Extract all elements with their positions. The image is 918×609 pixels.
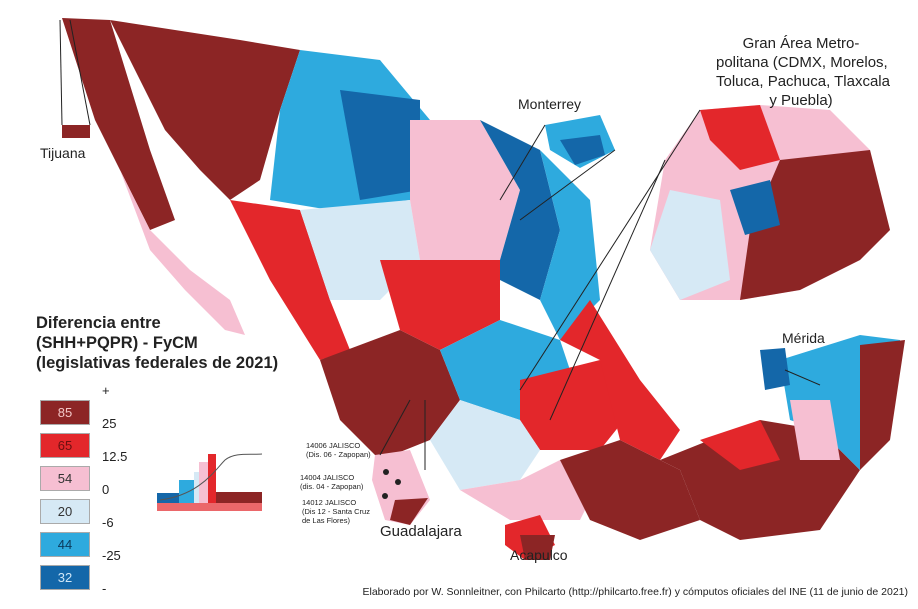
district-label-line: 14006 JALISCO (306, 441, 361, 450)
district-marker (382, 493, 388, 499)
region-baja-north (62, 18, 175, 230)
inset-leader-lines (59, 19, 821, 470)
region-tamaulipas (540, 150, 600, 340)
legend-histogram (157, 453, 263, 511)
region-oaxaca (560, 440, 700, 540)
legend-class-box: 54 (40, 466, 90, 491)
label-gam: Gran Área Metro- politana (CDMX, Morelos… (716, 34, 890, 110)
region-baja-south (120, 170, 245, 335)
inset-guadalajara-south (390, 498, 428, 525)
region-chihuahua-east (340, 90, 420, 200)
label-merida: Mérida (782, 330, 825, 346)
region-zacatecas (380, 260, 500, 350)
inset-gam-west (650, 190, 730, 300)
histogram-ticks (157, 503, 262, 511)
region-sonora (110, 20, 300, 200)
gam-line: Toluca, Pachuca, Tlaxcala (716, 73, 890, 90)
legend-class-box: 32 (40, 565, 90, 590)
histogram-bar (157, 493, 179, 503)
legend-class-box: 65 (40, 433, 90, 458)
region-nuevo-leon (480, 120, 560, 300)
inset-acapulco-dark (520, 535, 555, 560)
region-campeche (790, 400, 840, 460)
legend-title-line: Diferencia entre (36, 314, 161, 332)
legend-break-label: + (102, 383, 110, 398)
legend-class-box: 20 (40, 499, 90, 524)
inset-monterrey-core (560, 135, 605, 165)
cumulative-curve (159, 453, 263, 501)
gam-line: politana (CDMX, Morelos, (716, 54, 888, 71)
district-label-line: 14012 JALISCO (302, 498, 357, 507)
legend-class-box: 44 (40, 532, 90, 557)
region-coahuila (410, 120, 520, 260)
legend-break-label: 0 (102, 482, 110, 497)
district-label-line: de Las Flores) (302, 516, 350, 525)
legend-break-label: - (102, 581, 107, 596)
histogram-bar (179, 480, 194, 503)
district-label-14004: 14004 JALISCO (dis. 04 - Zapopan) (300, 473, 363, 491)
inset-gam-east (740, 150, 890, 300)
inset-gam-cdmx (730, 180, 780, 235)
district-marker (395, 479, 401, 485)
label-tijuana: Tijuana (40, 145, 86, 161)
legend-title: Diferencia entre (SHH+PQPR) - FyCM (legi… (36, 313, 278, 373)
gam-line: Gran Área Metro- (742, 35, 860, 52)
label-acapulco: Acapulco (510, 547, 568, 563)
histogram-bar (216, 492, 262, 503)
legend-break-label: 25 (102, 416, 117, 431)
region-tabasco (700, 420, 780, 470)
label-guadalajara: Guadalajara (380, 523, 462, 540)
district-label-14012: 14012 JALISCO (Dis 12 - Santa Cruz de La… (302, 498, 370, 525)
region-quintana-roo (860, 340, 905, 470)
legend-break-label: -6 (102, 515, 114, 530)
district-label-line: 14004 JALISCO (300, 473, 355, 482)
credit-text: Elaborado por W. Sonnleitner, con Philca… (362, 586, 908, 598)
inset-gam-north (700, 105, 780, 170)
gam-line: y Puebla) (769, 92, 833, 109)
legend-title-line: (SHH+PQPR) - FyCM (36, 334, 198, 352)
region-michoacan (430, 400, 540, 490)
histogram-bar (208, 454, 216, 503)
region-guerrero (460, 460, 600, 520)
region-sinaloa (230, 200, 350, 360)
district-marker (383, 469, 389, 475)
district-label-14006: 14006 JALISCO (Dis. 06 - Zapopan) (306, 441, 371, 459)
legend-title-line: (legislativas federales de 2021) (36, 354, 279, 372)
inset-tijuana (62, 125, 90, 138)
legend-break-label: 12.5 (102, 449, 128, 464)
legend-class-box: 85 (40, 400, 90, 425)
district-label-line: (Dis 12 - Santa Cruz (302, 507, 370, 516)
region-veracruz (560, 300, 680, 460)
district-label-line: (dis. 04 - Zapopan) (300, 482, 364, 491)
district-label-line: (Dis. 06 - Zapopan) (306, 450, 371, 459)
label-monterrey: Monterrey (518, 96, 582, 112)
legend-break-label: -25 (102, 548, 121, 563)
inset-merida (760, 348, 790, 390)
